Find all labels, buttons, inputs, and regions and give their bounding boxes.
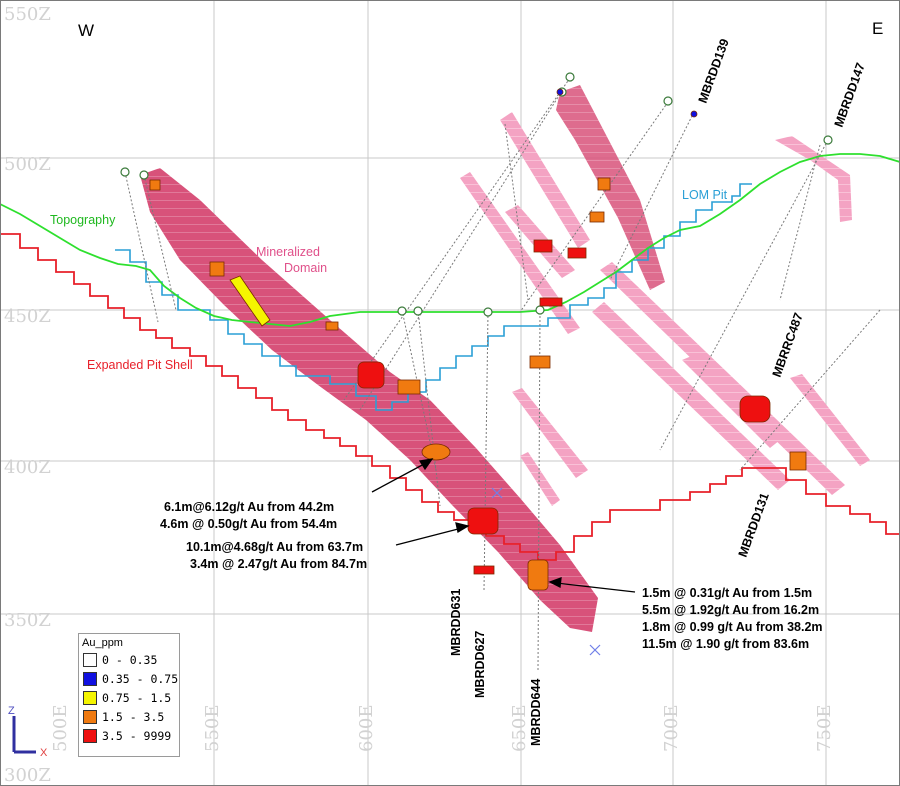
au-ppm-legend: Au_ppm 0 - 0.35 0.35 - 0.75 0.75 - 1.5 1… [78, 633, 180, 757]
annotation-arrows [371, 458, 636, 593]
domain-label-line2: Domain [284, 261, 327, 275]
legend-swatch [83, 672, 97, 686]
lom-pit-label: LOM Pit [682, 188, 728, 202]
annotation-3-line3: 1.8m @ 0.99 g/t Au from 38.2m [642, 620, 823, 634]
topography-line [0, 153, 900, 327]
hole-label-mbrdd147: MBRDD147 [832, 61, 868, 129]
expanded-pit-label: Expanded Pit Shell [87, 358, 193, 372]
legend-item: 3.5 - 9999 [83, 728, 171, 744]
east-label: E [872, 19, 883, 38]
west-label: W [78, 21, 94, 40]
legend-title: Au_ppm [82, 637, 123, 649]
e-label-600: 600E [356, 705, 377, 753]
hole-label-mbrdd131: MBRDD131 [736, 491, 772, 559]
elevation-labels: 550Z 500Z 450Z 400Z 350Z 300Z [4, 4, 51, 786]
legend-item: 0.35 - 0.75 [83, 671, 178, 687]
legend-swatch [83, 691, 97, 705]
legend-swatch [83, 710, 97, 724]
annotation-2-line2: 3.4m @ 2.47g/t Au from 84.7m [190, 557, 367, 571]
legend-item: 1.5 - 3.5 [83, 709, 164, 725]
z-label-400: 400Z [4, 457, 51, 478]
topography-label: Topography [50, 213, 116, 227]
domain-label-line1: Mineralized [256, 245, 320, 259]
legend-item: 0 - 0.35 [83, 652, 157, 668]
legend-item: 0.75 - 1.5 [83, 690, 171, 706]
annotation-1-line1: 6.1m@6.12g/t Au from 44.2m [164, 500, 334, 514]
legend-swatch [83, 729, 97, 743]
annotation-3-line1: 1.5m @ 0.31g/t Au from 1.5m [642, 586, 812, 600]
hole-label-mbrdd627: MBRDD627 [473, 631, 487, 698]
legend-swatch [83, 653, 97, 667]
z-label-300: 300Z [4, 765, 51, 786]
drillhole-traces [124, 77, 881, 671]
annotation-1-line2: 4.6m @ 0.50g/t Au from 54.4m [160, 517, 337, 531]
x-markers [491, 487, 601, 656]
annotation-3-line2: 5.5m @ 1.92g/t Au from 16.2m [642, 603, 819, 617]
z-label-350: 350Z [4, 610, 51, 631]
annotation-2-line1: 10.1m@4.68g/t Au from 63.7m [186, 540, 363, 554]
hole-label-mbrdd139: MBRDD139 [696, 37, 732, 105]
hole-label-mbrdd644: MBRDD644 [529, 679, 543, 746]
triad-z-label: Z [8, 705, 15, 717]
intercept-annotations: 6.1m@6.12g/t Au from 44.2m 4.6m @ 0.50g/… [160, 500, 823, 651]
e-label-650: 650E [509, 705, 530, 753]
hole-label-mbrrc487: MBRRC487 [770, 311, 806, 379]
triad-x-label: X [40, 747, 48, 759]
z-label-550: 550Z [4, 4, 51, 25]
e-label-750: 750E [814, 705, 835, 753]
minor-lenses [460, 112, 870, 506]
e-label-550: 550E [202, 705, 223, 753]
drillhole-collars [120, 72, 833, 317]
upper-lens [556, 85, 665, 290]
z-label-450: 450Z [4, 306, 51, 327]
lom-pit-outline [115, 183, 752, 411]
annotation-3-line4: 11.5m @ 1.90 g/t from 83.6m [642, 637, 809, 651]
expanded-pit-shell [0, 233, 900, 561]
z-label-500: 500Z [4, 154, 51, 175]
e-label-500: 500E [50, 705, 71, 753]
au-intercepts [149, 88, 807, 591]
easting-labels: 500E 550E 600E 650E 700E 750E [50, 705, 835, 753]
axis-triad: Z X [8, 705, 48, 759]
e-label-700: 700E [661, 705, 682, 753]
hole-label-mbrdd631: MBRDD631 [449, 589, 463, 656]
